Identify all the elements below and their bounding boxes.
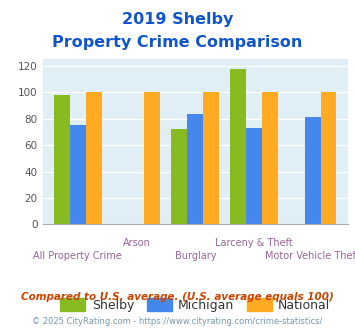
Legend: Shelby, Michigan, National: Shelby, Michigan, National — [55, 293, 335, 317]
Bar — [230, 69, 246, 224]
Text: © 2025 CityRating.com - https://www.cityrating.com/crime-statistics/: © 2025 CityRating.com - https://www.city… — [32, 317, 323, 326]
Bar — [246, 128, 262, 224]
Text: 2019 Shelby: 2019 Shelby — [122, 12, 233, 26]
Text: Property Crime Comparison: Property Crime Comparison — [52, 35, 303, 50]
Text: Motor Vehicle Theft: Motor Vehicle Theft — [265, 251, 355, 261]
Text: Burglary: Burglary — [175, 251, 216, 261]
Bar — [187, 114, 203, 224]
Bar — [144, 92, 160, 224]
Bar — [86, 92, 102, 224]
Text: Compared to U.S. average. (U.S. average equals 100): Compared to U.S. average. (U.S. average … — [21, 292, 334, 302]
Bar — [321, 92, 337, 224]
Bar — [70, 125, 86, 224]
Text: Arson: Arson — [122, 238, 151, 248]
Bar — [262, 92, 278, 224]
Bar — [54, 95, 70, 224]
Bar — [305, 117, 321, 224]
Bar — [171, 129, 187, 224]
Bar — [203, 92, 219, 224]
Text: Larceny & Theft: Larceny & Theft — [215, 238, 293, 248]
Text: All Property Crime: All Property Crime — [33, 251, 122, 261]
